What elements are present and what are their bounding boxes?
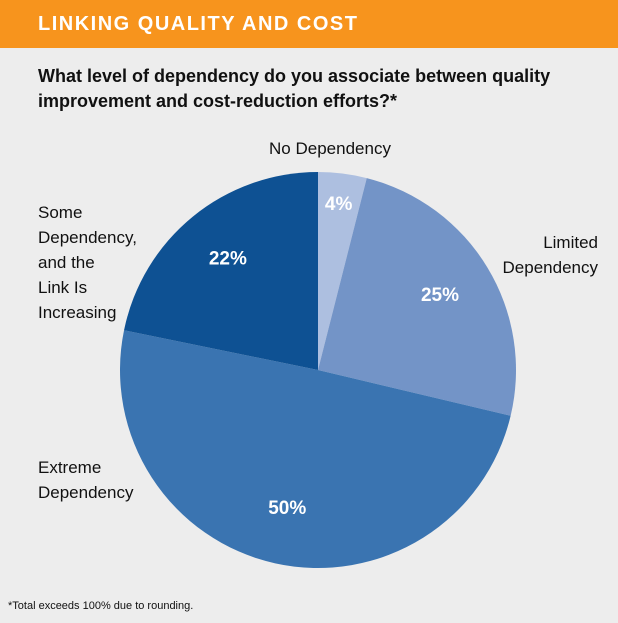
slice-value-label: 50% xyxy=(268,498,306,519)
chart-title: LINKING QUALITY AND COST xyxy=(38,13,359,35)
pie-slice xyxy=(318,178,516,416)
slice-value-label: 4% xyxy=(325,194,353,215)
slice-value-label: 22% xyxy=(209,249,247,270)
pie-slice xyxy=(318,172,367,370)
pie-slice xyxy=(124,172,318,370)
category-label: Extreme Dependency xyxy=(38,458,134,502)
pie-slice xyxy=(120,330,511,568)
category-label: Limited Dependency xyxy=(502,233,598,277)
footnote: *Total exceeds 100% due to rounding. xyxy=(8,600,194,612)
header-bar: LINKING QUALITY AND COST xyxy=(0,0,618,48)
category-label: No Dependency xyxy=(269,139,391,158)
slice-value-label: 25% xyxy=(421,285,459,306)
chart-subtitle: What level of dependency do you associat… xyxy=(38,66,551,111)
category-label: Some Dependency, and the Link Is Increas… xyxy=(38,203,137,322)
